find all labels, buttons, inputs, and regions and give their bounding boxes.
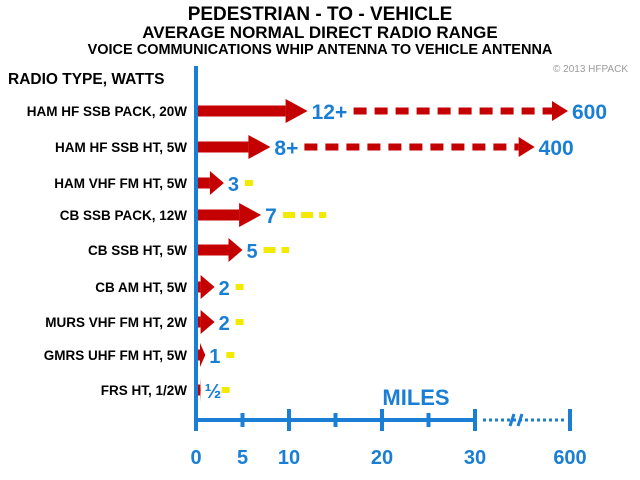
range-arrow-head — [209, 171, 224, 195]
y-axis-title: RADIO TYPE, WATTS — [8, 71, 164, 88]
range-arrow-head — [200, 378, 201, 402]
range-arrow-shaft — [198, 281, 201, 293]
value-label: 5 — [247, 241, 258, 263]
x-tick — [380, 409, 384, 431]
category-label: FRS HT, 1/2W — [101, 383, 188, 398]
extended-range-label: 400 — [539, 137, 574, 160]
x-tick-label: 0 — [190, 447, 201, 469]
category-label: HAM VHF FM HT, 5W — [54, 176, 187, 191]
chart-subtitle-2: VOICE COMMUNICATIONS WHIP ANTENNA TO VEH… — [87, 42, 553, 58]
range-arrow-head — [200, 343, 206, 367]
range-arrow-shaft — [198, 349, 200, 361]
range-arrow-shaft — [198, 177, 210, 189]
x-tick-label: 600 — [553, 447, 586, 469]
copyright-notice: © 2013 HFPACK — [553, 64, 628, 75]
category-label: GMRS UHF FM HT, 5W — [44, 348, 187, 363]
x-tick-label: 10 — [278, 447, 300, 469]
value-label: 8+ — [274, 137, 298, 160]
range-arrow-head — [239, 203, 262, 227]
range-arrow-head — [285, 99, 308, 123]
category-label: CB AM HT, 5W — [95, 280, 187, 295]
category-label: CB SSB PACK, 12W — [60, 208, 188, 223]
category-label: MURS VHF FM HT, 2W — [45, 315, 187, 330]
range-arrow-head — [200, 310, 215, 334]
value-label: 2 — [219, 313, 230, 335]
extended-range-arrowhead — [552, 101, 568, 121]
range-arrow-head — [228, 238, 243, 262]
value-label: 2 — [219, 278, 230, 300]
x-tick — [473, 409, 477, 431]
x-tick — [287, 409, 291, 431]
value-label: 12+ — [312, 101, 348, 124]
x-tick — [568, 409, 572, 431]
axis-break-mark — [516, 413, 524, 427]
x-axis-title: MILES — [382, 385, 449, 410]
range-arrow-shaft — [198, 244, 229, 256]
value-label: ½ — [205, 381, 222, 403]
extended-range-label: 600 — [572, 101, 607, 124]
chart-subtitle: AVERAGE NORMAL DIRECT RADIO RANGE — [142, 23, 498, 42]
range-arrow-head — [248, 135, 271, 159]
range-arrow-shaft — [198, 384, 200, 396]
value-label: 1 — [209, 346, 220, 368]
extended-range-arrowhead — [518, 137, 535, 157]
range-arrow-shaft — [198, 105, 286, 117]
x-tick — [240, 413, 245, 427]
x-tick-label: 20 — [371, 447, 393, 469]
x-tick — [333, 413, 338, 427]
range-arrow-shaft — [198, 316, 201, 328]
value-label: 3 — [228, 174, 239, 196]
x-tick — [426, 413, 431, 427]
category-label: CB SSB HT, 5W — [88, 243, 187, 258]
y-axis-line — [194, 66, 198, 430]
range-arrow-head — [200, 275, 215, 299]
range-arrow-shaft — [198, 141, 249, 153]
x-tick-label: 30 — [464, 447, 486, 469]
category-label: HAM HF SSB HT, 5W — [55, 140, 187, 155]
value-label: 7 — [265, 205, 277, 228]
x-tick — [194, 409, 198, 431]
chart-title: PEDESTRIAN - TO - VEHICLE — [187, 4, 453, 25]
category-label: HAM HF SSB PACK, 20W — [27, 104, 188, 119]
range-arrow-shaft — [198, 209, 240, 221]
x-tick-label: 5 — [237, 447, 248, 469]
axis-break-mark — [508, 413, 516, 427]
